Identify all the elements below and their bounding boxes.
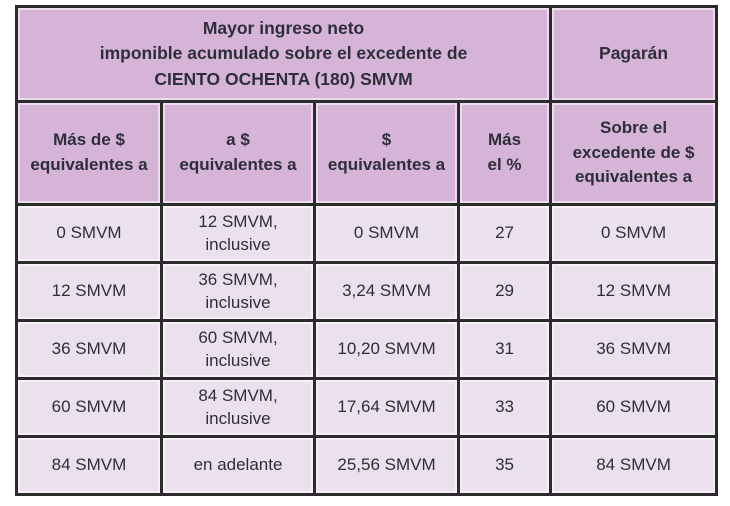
table-cell: 33 bbox=[456, 377, 553, 438]
tax-bracket-table: Mayor ingreso neto imponible acumulado s… bbox=[14, 5, 719, 496]
table-cell: 27 bbox=[456, 203, 553, 264]
table-cell: 0 SMVM bbox=[549, 203, 719, 264]
column-header-mas-el-pct: Más el % bbox=[456, 100, 553, 206]
table-cell: 31 bbox=[456, 319, 553, 380]
table-cell: 36 SMVM bbox=[549, 319, 719, 380]
header-cell-pagaran: Pagarán bbox=[549, 5, 719, 103]
table-cell: 3,24 SMVM bbox=[313, 261, 460, 322]
header-row-columns: Más de $ equivalentes a a $ equivalentes… bbox=[15, 100, 719, 206]
table-cell: 60 SMVM, inclusive bbox=[160, 319, 316, 380]
table-cell: 17,64 SMVM bbox=[313, 377, 460, 438]
table-cell: 0 SMVM bbox=[15, 203, 163, 264]
column-header-sobre-excedente: Sobre el excedente de $ equivalentes a bbox=[549, 100, 719, 206]
table-cell: 10,20 SMVM bbox=[313, 319, 460, 380]
header-row-main: Mayor ingreso neto imponible acumulado s… bbox=[14, 5, 719, 103]
tax-bracket-table-container: Mayor ingreso neto imponible acumulado s… bbox=[14, 5, 719, 496]
table-cell: en adelante bbox=[160, 435, 316, 496]
table-row: 0 SMVM 12 SMVM, inclusive 0 SMVM 27 0 SM… bbox=[15, 203, 719, 264]
table-row: 84 SMVM en adelante 25,56 SMVM 35 84 SMV… bbox=[15, 435, 719, 496]
table-cell: 35 bbox=[456, 435, 553, 496]
column-header-a: a $ equivalentes a bbox=[160, 100, 316, 206]
table-row: 12 SMVM 36 SMVM, inclusive 3,24 SMVM 29 … bbox=[15, 261, 719, 322]
column-header-monto: $ equivalentes a bbox=[313, 100, 460, 206]
table-cell: 25,56 SMVM bbox=[313, 435, 460, 496]
table-cell: 36 SMVM bbox=[15, 319, 163, 380]
column-header-mas-de: Más de $ equivalentes a bbox=[15, 100, 163, 206]
table-cell: 60 SMVM bbox=[15, 377, 163, 438]
table-cell: 12 SMVM, inclusive bbox=[160, 203, 316, 264]
table-cell: 84 SMVM bbox=[15, 435, 163, 496]
table-row: 36 SMVM 60 SMVM, inclusive 10,20 SMVM 31… bbox=[15, 319, 719, 380]
table-cell: 36 SMVM, inclusive bbox=[160, 261, 316, 322]
table-cell: 29 bbox=[456, 261, 553, 322]
table-cell: 0 SMVM bbox=[313, 203, 460, 264]
table-row: 60 SMVM 84 SMVM, inclusive 17,64 SMVM 33… bbox=[15, 377, 719, 438]
table-cell: 12 SMVM bbox=[15, 261, 163, 322]
table-cell: 84 SMVM bbox=[549, 435, 719, 496]
table-cell: 84 SMVM, inclusive bbox=[160, 377, 316, 438]
table-cell: 60 SMVM bbox=[549, 377, 719, 438]
header-cell-main-title: Mayor ingreso neto imponible acumulado s… bbox=[14, 5, 553, 103]
table-cell: 12 SMVM bbox=[549, 261, 719, 322]
